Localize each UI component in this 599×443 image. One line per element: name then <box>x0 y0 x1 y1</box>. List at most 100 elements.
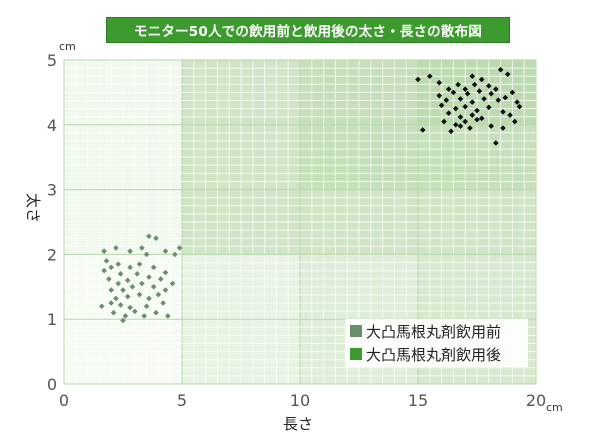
point-before <box>176 245 183 251</box>
chart-title: モニター50人での飲用前と飲用後の太さ・長さの散布図 <box>106 17 510 43</box>
data-points <box>98 66 523 324</box>
point-after <box>445 86 452 92</box>
point-before <box>150 264 157 271</box>
point-after <box>500 109 506 115</box>
point-after <box>419 127 426 133</box>
point-after <box>481 96 487 102</box>
point-after <box>462 86 468 92</box>
point-after <box>511 118 518 125</box>
point-after <box>507 112 513 118</box>
point-before <box>141 313 148 319</box>
legend-label-before: 大凸馬根丸剤飲用前 <box>366 322 502 341</box>
point-before <box>106 276 112 282</box>
point-after <box>493 86 499 92</box>
y-tick-label: 1 <box>47 310 57 329</box>
point-before <box>101 248 107 254</box>
point-before <box>127 304 133 311</box>
x-tick-label: 20 <box>526 391 546 410</box>
point-after <box>457 96 464 102</box>
point-after <box>474 107 480 114</box>
point-before <box>160 300 166 306</box>
point-before <box>113 245 119 251</box>
point-after <box>471 81 478 88</box>
y-axis-label: 太さ <box>24 193 42 223</box>
legend-label-after: 大凸馬根丸剤飲用後 <box>366 345 502 364</box>
point-after <box>464 90 471 97</box>
point-after <box>502 94 509 101</box>
point-before <box>124 293 131 300</box>
point-before <box>108 287 114 293</box>
point-before <box>172 251 178 258</box>
legend-item-after: 大凸馬根丸剤飲用後 <box>350 344 501 364</box>
point-after <box>438 102 445 109</box>
point-after <box>509 89 516 96</box>
plot-grid <box>63 59 537 385</box>
point-before <box>155 291 162 298</box>
point-after <box>478 76 485 83</box>
point-before <box>122 313 129 319</box>
point-before <box>146 233 152 240</box>
point-after <box>514 99 520 105</box>
point-after <box>415 76 421 83</box>
point-after <box>478 115 485 122</box>
point-after <box>455 81 461 88</box>
point-before <box>150 284 157 290</box>
point-after <box>504 71 511 78</box>
point-before <box>136 291 143 298</box>
y-tick-label: 3 <box>47 181 57 200</box>
y-tick-label: 5 <box>47 51 57 70</box>
point-before <box>143 303 150 310</box>
point-before <box>101 267 107 274</box>
x-tick-label: 0 <box>59 391 69 410</box>
point-before <box>117 302 124 308</box>
point-after <box>457 114 464 120</box>
point-after <box>462 118 468 125</box>
point-after <box>486 104 492 111</box>
legend-item-before: 大凸馬根丸剤飲用前 <box>350 321 501 341</box>
chart-legend: 大凸馬根丸剤飲用前 大凸馬根丸剤飲用後 <box>345 319 528 367</box>
point-before <box>115 280 122 287</box>
point-before <box>127 248 133 254</box>
point-before <box>162 269 169 276</box>
point-after <box>457 123 464 129</box>
legend-swatch-before <box>350 325 362 337</box>
point-after <box>427 73 433 79</box>
y-tick-label: 4 <box>47 116 57 135</box>
point-before <box>103 258 110 264</box>
axes: 0 5 10 15 20 0 1 2 3 4 5 <box>47 51 546 410</box>
point-after <box>474 116 480 123</box>
y-tick-label: 0 <box>47 375 57 394</box>
point-before <box>143 251 150 258</box>
y-tick-label: 2 <box>47 245 57 264</box>
x-tick-label: 5 <box>177 391 187 410</box>
point-before <box>127 264 133 271</box>
point-after <box>445 110 452 116</box>
point-before <box>117 271 124 277</box>
x-axis-label: 長さ <box>283 415 313 433</box>
point-after <box>488 123 494 129</box>
point-before <box>129 284 136 290</box>
point-before <box>124 277 131 284</box>
point-after <box>462 103 468 110</box>
point-before <box>108 300 114 306</box>
legend-swatch-after <box>350 348 362 360</box>
point-before <box>153 309 159 316</box>
point-after <box>493 140 499 146</box>
axis-labels: 長さ 太さ cm cm <box>24 40 563 433</box>
point-after <box>450 89 457 96</box>
point-before <box>139 280 145 287</box>
point-after <box>436 79 443 86</box>
point-after <box>469 99 476 105</box>
point-before <box>110 309 117 316</box>
point-after <box>467 125 473 131</box>
point-after <box>441 118 447 125</box>
point-before <box>157 276 164 282</box>
point-before <box>153 235 159 241</box>
point-after <box>516 103 523 110</box>
point-before <box>169 280 176 287</box>
point-before <box>146 295 152 302</box>
point-after <box>486 83 492 89</box>
point-before <box>108 264 114 271</box>
point-before <box>134 271 140 277</box>
